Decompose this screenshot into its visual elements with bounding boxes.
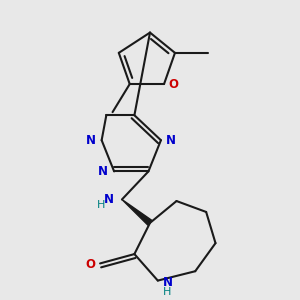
Text: O: O (85, 259, 95, 272)
Polygon shape (122, 200, 152, 225)
Text: N: N (166, 134, 176, 147)
Text: H: H (163, 287, 171, 297)
Text: O: O (169, 78, 179, 91)
Text: N: N (163, 276, 172, 289)
Text: N: N (104, 193, 114, 206)
Text: N: N (98, 165, 108, 178)
Text: N: N (85, 134, 95, 147)
Text: H: H (96, 200, 105, 210)
